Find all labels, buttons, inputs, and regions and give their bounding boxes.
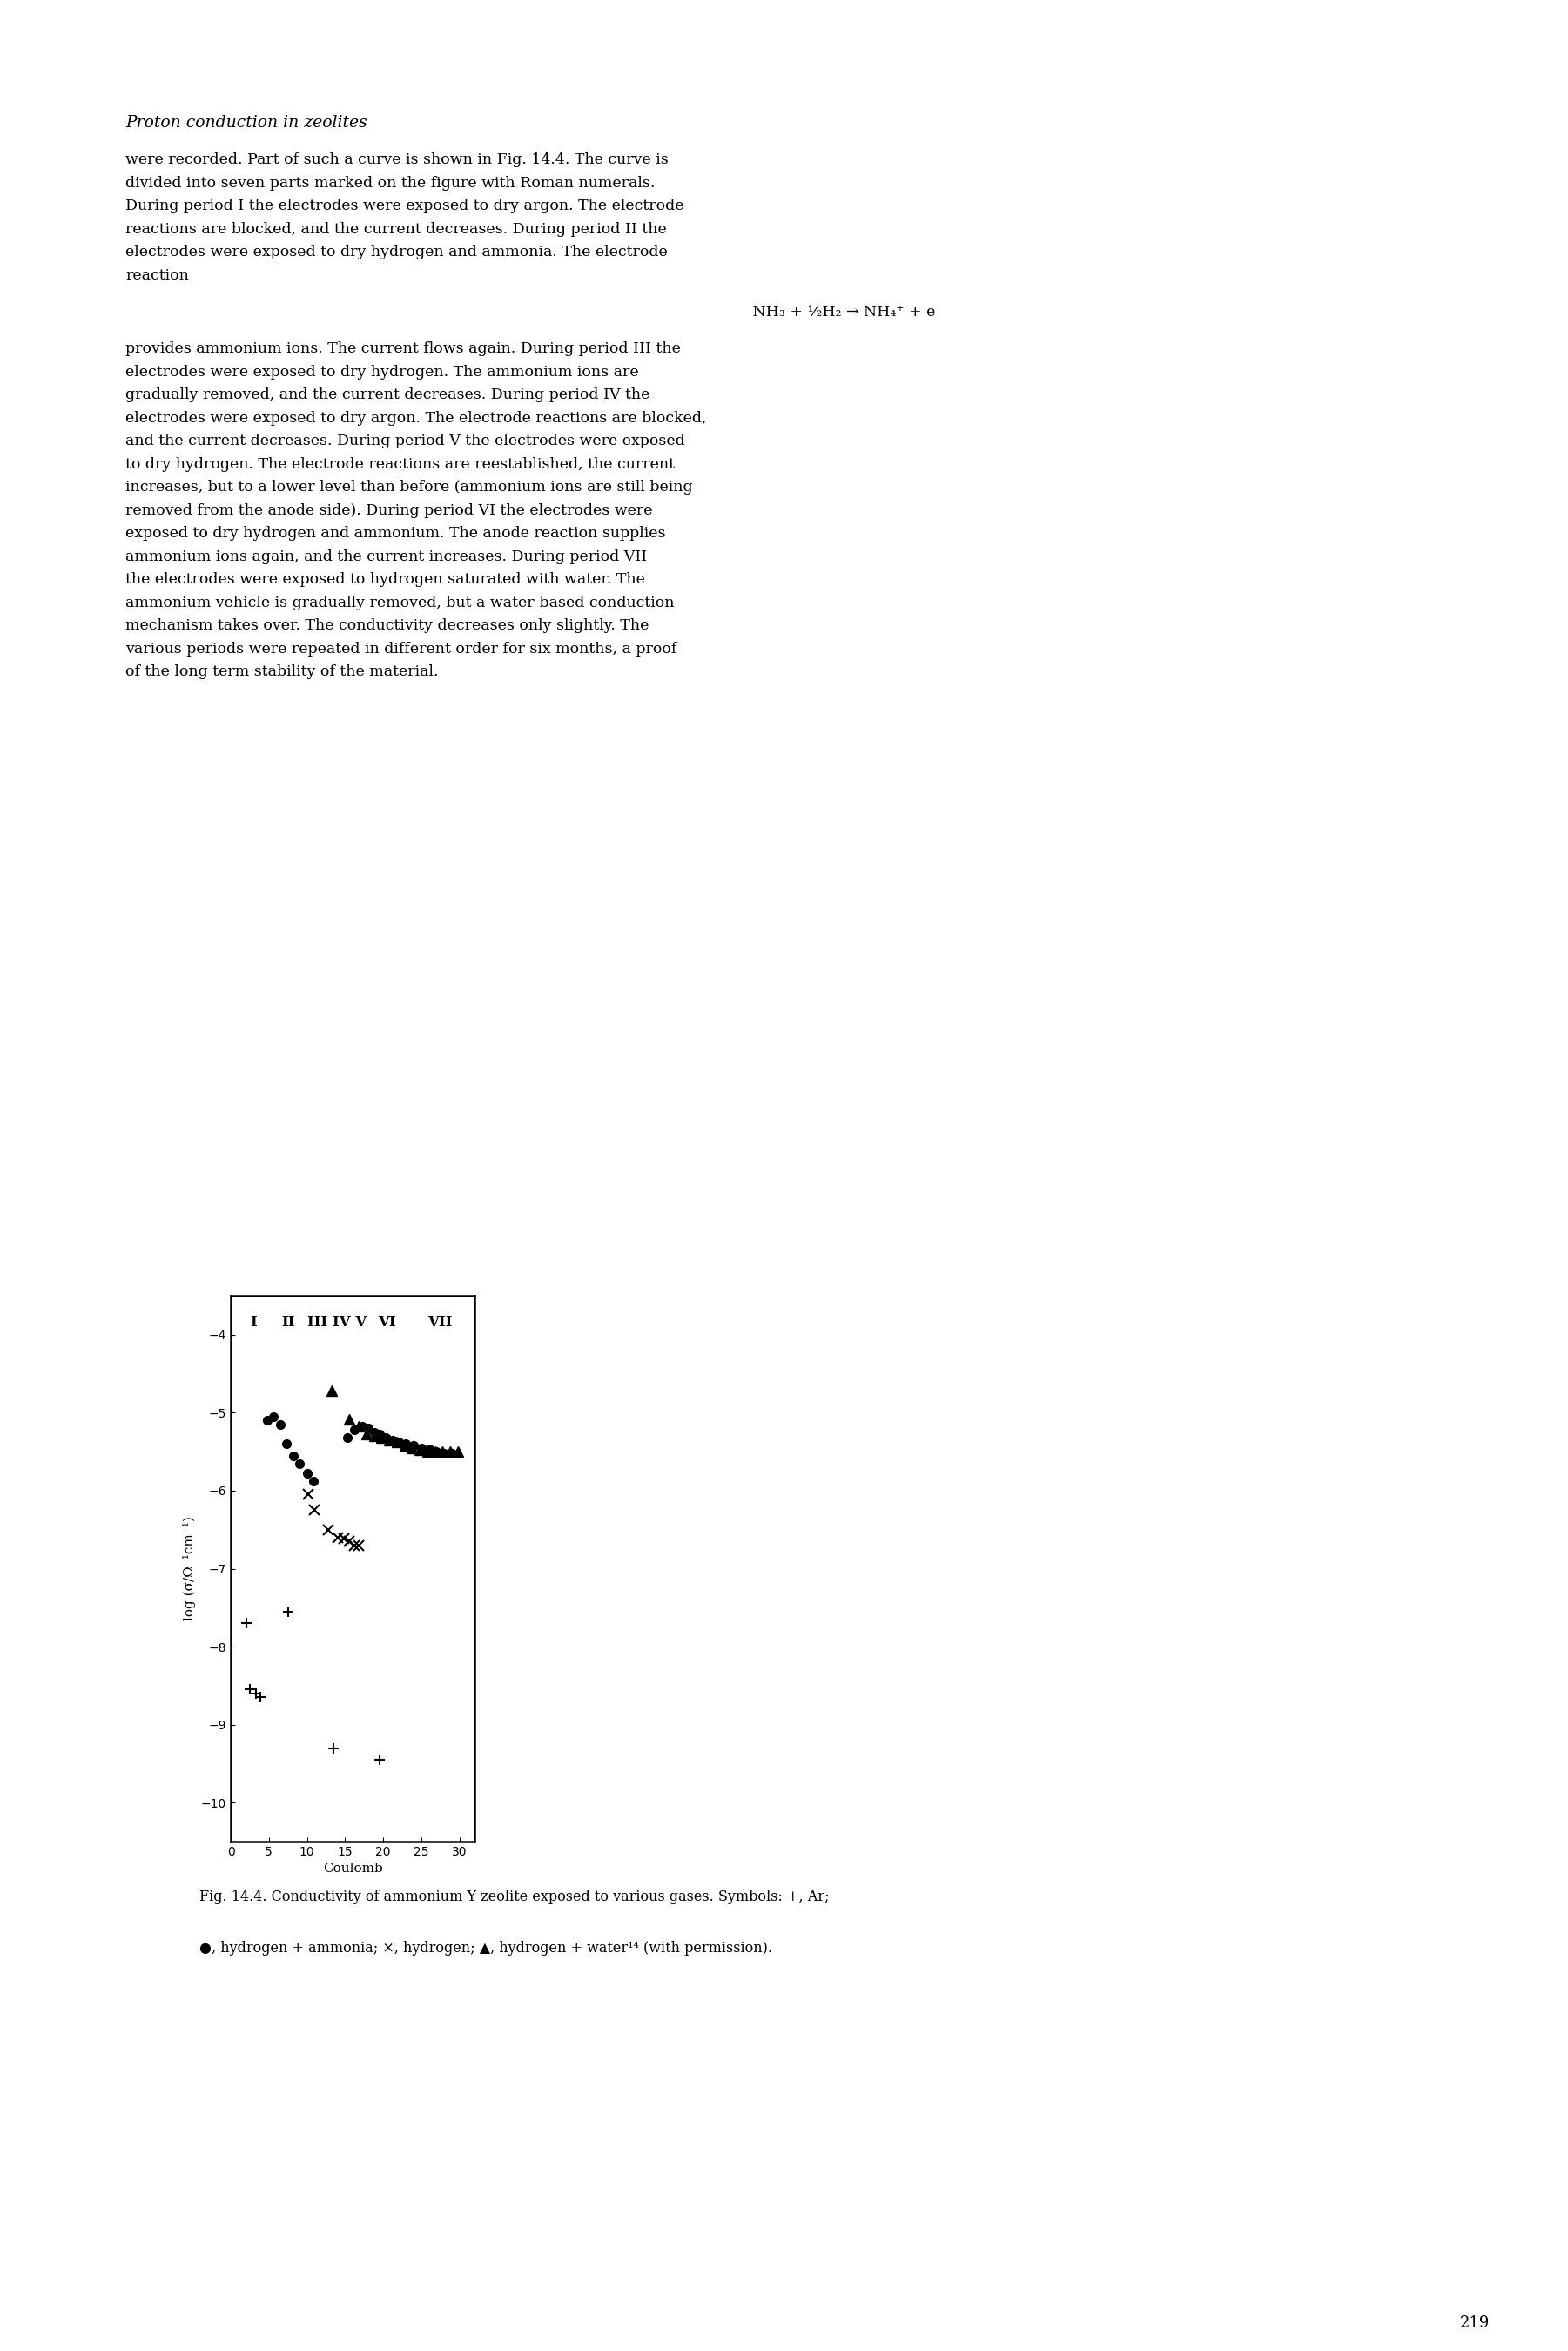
Text: reaction: reaction [125, 268, 188, 282]
Text: electrodes were exposed to dry argon. The electrode reactions are blocked,: electrodes were exposed to dry argon. Th… [125, 411, 707, 426]
Text: gradually removed, and the current decreases. During period IV the: gradually removed, and the current decre… [125, 388, 649, 402]
Text: VII: VII [428, 1314, 453, 1331]
Text: mechanism takes over. The conductivity decreases only slightly. The: mechanism takes over. The conductivity d… [125, 618, 649, 632]
Text: provides ammonium ions. The current flows again. During period III the: provides ammonium ions. The current flow… [125, 341, 681, 357]
Y-axis label: log (σ/Ω⁻¹cm⁻¹): log (σ/Ω⁻¹cm⁻¹) [183, 1516, 196, 1620]
Text: reactions are blocked, and the current decreases. During period II the: reactions are blocked, and the current d… [125, 221, 666, 237]
Text: Proton conduction in zeolites: Proton conduction in zeolites [125, 115, 367, 129]
Text: to dry hydrogen. The electrode reactions are reestablished, the current: to dry hydrogen. The electrode reactions… [125, 456, 674, 473]
Text: divided into seven parts marked on the figure with Roman numerals.: divided into seven parts marked on the f… [125, 176, 655, 190]
Text: the electrodes were exposed to hydrogen saturated with water. The: the electrodes were exposed to hydrogen … [125, 571, 644, 588]
Text: various periods were repeated in different order for six months, a proof: various periods were repeated in differe… [125, 642, 677, 656]
Text: ammonium vehicle is gradually removed, but a water-based conduction: ammonium vehicle is gradually removed, b… [125, 595, 674, 611]
Text: removed from the anode side). During period VI the electrodes were: removed from the anode side). During per… [125, 503, 652, 517]
Text: 219: 219 [1460, 2316, 1490, 2330]
Text: electrodes were exposed to dry hydrogen. The ammonium ions are: electrodes were exposed to dry hydrogen.… [125, 364, 638, 379]
X-axis label: Coulomb: Coulomb [323, 1862, 383, 1876]
Text: were recorded. Part of such a curve is shown in Fig. 14.4. The curve is: were recorded. Part of such a curve is s… [125, 153, 668, 167]
Text: NH₃ + ½H₂ → NH₄⁺ + e: NH₃ + ½H₂ → NH₄⁺ + e [633, 306, 935, 320]
Text: and the current decreases. During period V the electrodes were exposed: and the current decreases. During period… [125, 435, 685, 449]
Text: electrodes were exposed to dry hydrogen and ammonia. The electrode: electrodes were exposed to dry hydrogen … [125, 245, 668, 259]
Text: II: II [281, 1314, 295, 1331]
Text: of the long term stability of the material.: of the long term stability of the materi… [125, 665, 439, 679]
Text: increases, but to a lower level than before (ammonium ions are still being: increases, but to a lower level than bef… [125, 480, 693, 494]
Text: During period I the electrodes were exposed to dry argon. The electrode: During period I the electrodes were expo… [125, 197, 684, 214]
Text: Fig. 14.4. Conductivity of ammonium Y zeolite exposed to various gases. Symbols:: Fig. 14.4. Conductivity of ammonium Y ze… [199, 1890, 829, 1904]
Text: I: I [251, 1314, 257, 1331]
Text: III IV V: III IV V [307, 1314, 367, 1331]
Text: ammonium ions again, and the current increases. During period VII: ammonium ions again, and the current inc… [125, 550, 648, 564]
Text: ●, hydrogen + ammonia; ×, hydrogen; ▲, hydrogen + water¹⁴ (with permission).: ●, hydrogen + ammonia; ×, hydrogen; ▲, h… [199, 1942, 771, 1956]
Text: VI: VI [378, 1314, 395, 1331]
Text: exposed to dry hydrogen and ammonium. The anode reaction supplies: exposed to dry hydrogen and ammonium. Th… [125, 527, 666, 541]
